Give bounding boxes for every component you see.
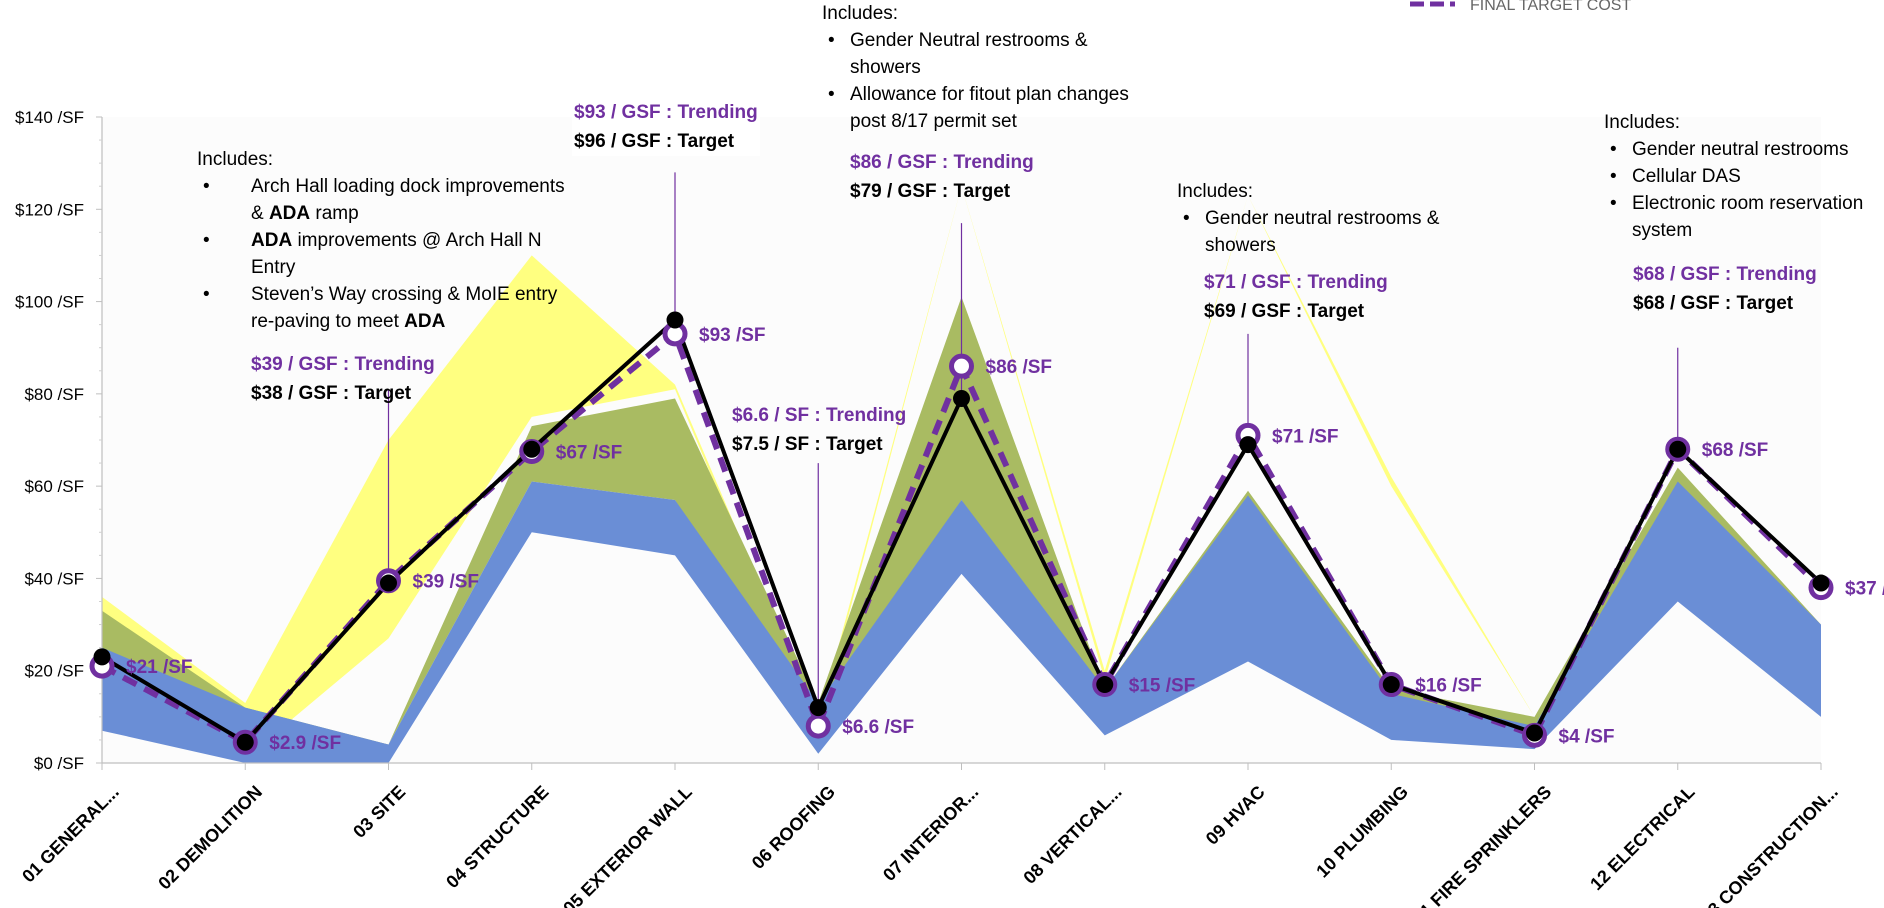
note-electrical: Includes: Gender neutral restrooms Cellu… (1604, 109, 1884, 244)
callout-target: $69 / GSF : Target (1204, 301, 1365, 322)
x-tick-label: 09 HVAC (1202, 782, 1269, 849)
note-heading: Includes: (822, 3, 899, 24)
data-label: $2.9 /SF (269, 733, 341, 754)
callout-target: $96 / GSF : Target (574, 131, 735, 152)
note-item: Gender neutral restrooms & showers (1177, 205, 1467, 259)
target-point (523, 440, 541, 458)
data-label: $93 /SF (699, 325, 766, 346)
x-tick-label: 03 SITE (349, 782, 409, 842)
callout-target: $38 / GSF : Target (251, 383, 412, 404)
x-tick-label: 08 VERTICAL... (1019, 782, 1125, 888)
target-point (1669, 440, 1687, 458)
note-item: Gender Neutral restrooms & showers (822, 27, 1132, 81)
y-tick-label: $120 /SF (15, 200, 84, 219)
data-label: $4 /SF (1559, 726, 1615, 747)
data-label: $15 /SF (1129, 676, 1196, 697)
target-point (236, 733, 254, 751)
callout-exterior-wall: $93 / GSF : Trending $96 / GSF : Target (572, 98, 760, 156)
data-label: $37 /SF (1845, 579, 1884, 600)
callout-target: $7.5 / SF : Target (732, 434, 883, 455)
target-point (380, 574, 397, 592)
y-tick-label: $100 /SF (15, 293, 84, 312)
x-tick-label: 04 STRUCTURE (442, 782, 552, 892)
data-label: $71 /SF (1272, 426, 1339, 447)
callout-trending: $93 / GSF : Trending (574, 102, 758, 123)
note-hvac: Includes: Gender neutral restrooms & sho… (1177, 178, 1467, 259)
data-label: $86 /SF (986, 357, 1053, 378)
note-item: Cellular DAS (1604, 163, 1884, 190)
callout-trending: $6.6 / SF : Trending (732, 405, 907, 426)
note-heading: Includes: (1177, 181, 1254, 202)
y-tick-label: $140 /SF (15, 108, 84, 127)
target-point (1526, 724, 1543, 742)
x-tick-label: 02 DEMOLITION (154, 782, 266, 894)
note-general-site: Includes: Arch Hall loading dock improve… (197, 146, 567, 335)
note-item: Electronic room reservation system (1604, 190, 1884, 244)
y-tick-label: $40 /SF (24, 569, 84, 588)
target-point (1096, 676, 1114, 694)
y-tick-label: $20 /SF (24, 662, 84, 681)
callout-electrical: $68 / GSF : Trending $68 / GSF : Target (1633, 260, 1817, 318)
callout-trending: $86 / GSF : Trending (850, 152, 1034, 173)
callout-target: $68 / GSF : Target (1633, 293, 1794, 314)
x-tick-label: 07 INTERIOR... (879, 782, 982, 885)
data-label: $16 /SF (1415, 676, 1482, 697)
data-label: $67 /SF (556, 443, 623, 464)
target-point (953, 389, 970, 407)
note-item: Steven’s Way crossing & MoIE entry re-pa… (197, 281, 567, 335)
note-item: Arch Hall loading dock improvements & AD… (197, 173, 567, 227)
callout-trending: $68 / GSF : Trending (1633, 264, 1817, 285)
target-point (1382, 676, 1400, 694)
data-label: $21 /SF (126, 657, 193, 678)
note-heading: Includes: (1604, 112, 1681, 133)
x-tick-label: 01 GENERAL... (18, 782, 123, 887)
x-tick-label: 06 ROOFING (748, 782, 839, 873)
data-label: $6.6 /SF (842, 717, 914, 738)
x-tick-label: 10 PLUMBING (1312, 782, 1412, 882)
x-tick-label: 11 FIRE SPRINKLERS (1410, 782, 1556, 908)
legend: FINAL TARGET COST (1410, 0, 1631, 14)
note-item: Gender neutral restrooms (1604, 136, 1884, 163)
note-interior: Includes: Gender Neutral restrooms & sho… (822, 0, 1132, 135)
callout-roofing: $6.6 / SF : Trending $7.5 / SF : Target (732, 401, 906, 459)
legend-label-final-target: FINAL TARGET COST (1470, 0, 1631, 14)
target-point (1239, 436, 1257, 454)
target-point (809, 699, 827, 717)
y-tick-label: $0 /SF (34, 754, 84, 773)
range-band-2 (102, 481, 1821, 763)
callout-interior: $86 / GSF : Trending $79 / GSF : Target (850, 148, 1034, 206)
x-tick-label: 05 EXTERIOR WALL (559, 782, 695, 908)
target-point (666, 311, 684, 329)
note-item: Allowance for fitout plan changes post 8… (822, 81, 1132, 135)
final-target-point (805, 713, 831, 739)
final-target-point (949, 353, 974, 379)
callout-leader-lines (387, 172, 1679, 708)
note-item: ADA improvements @ Arch Hall N Entry (197, 227, 567, 281)
data-labels: $21 /SF $2.9 /SF $39 /SF $67 /SF $93 /SF $6.6… (126, 325, 1884, 754)
x-tick-label: 12 ELECTRICAL (1586, 782, 1698, 894)
callout-trending: $39 / GSF : Trending (251, 354, 435, 375)
callout-target: $79 / GSF : Target (850, 181, 1011, 202)
y-tick-label: $60 /SF (24, 477, 84, 496)
callout-trending: $71 / GSF : Trending (1204, 272, 1388, 293)
data-label: $39 /SF (413, 572, 480, 593)
callout-site: $39 / GSF : Trending $38 / GSF : Target (251, 350, 435, 408)
series-lines (89, 311, 1834, 755)
callout-hvac: $71 / GSF : Trending $69 / GSF : Target (1204, 268, 1388, 326)
data-label: $68 /SF (1702, 440, 1769, 461)
note-heading: Includes: (197, 149, 274, 170)
target-point (93, 648, 111, 666)
target-point (1812, 574, 1830, 592)
x-tick-label: 13 CONSTRUCTION... (1697, 782, 1842, 908)
y-tick-label: $80 /SF (24, 385, 84, 404)
